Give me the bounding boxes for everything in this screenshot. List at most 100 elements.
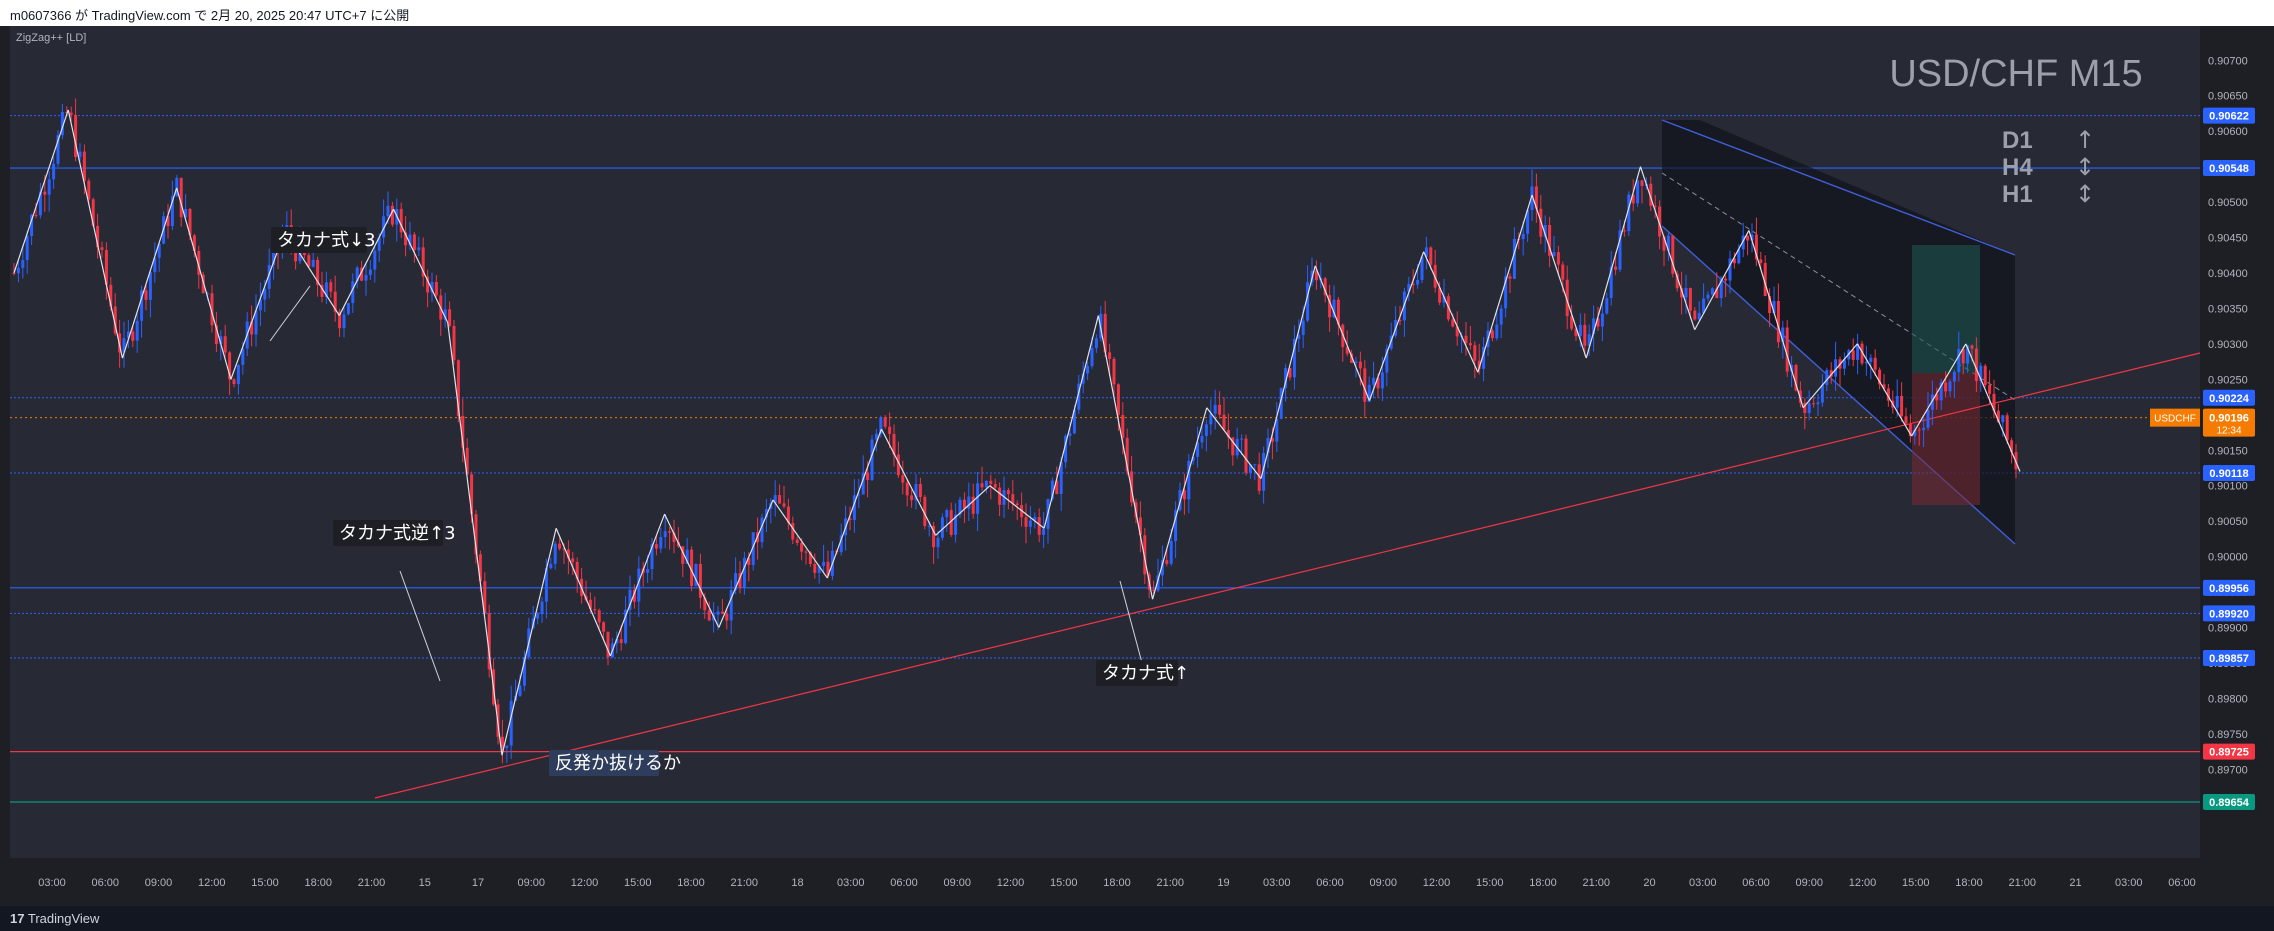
annotation-pointer bbox=[269, 285, 311, 342]
level-price-text: 0.89725 bbox=[2209, 747, 2249, 759]
level-price-text: 0.90548 bbox=[2209, 163, 2249, 175]
candle-body bbox=[734, 573, 738, 591]
candle-body bbox=[668, 531, 672, 533]
zigzag-segment bbox=[555, 528, 611, 657]
x-tick-label: 09:00 bbox=[145, 877, 173, 889]
candle-body bbox=[861, 472, 865, 495]
candle-body bbox=[1957, 349, 1961, 372]
candle-body bbox=[399, 208, 403, 233]
candle-body bbox=[1306, 282, 1310, 321]
candle-body bbox=[901, 475, 905, 483]
x-tick-label: 09:00 bbox=[943, 877, 971, 889]
candle-body bbox=[918, 483, 922, 497]
candle-body bbox=[1820, 384, 1824, 403]
candle-body bbox=[355, 267, 359, 282]
candle-body bbox=[852, 495, 856, 521]
candle-body bbox=[1587, 334, 1591, 346]
candle-body bbox=[1424, 247, 1428, 257]
candle-body bbox=[351, 281, 355, 304]
x-tick-label: 12:00 bbox=[198, 877, 226, 889]
candle-body bbox=[1442, 296, 1446, 303]
candle-body bbox=[720, 611, 724, 614]
x-tick-label: 18:00 bbox=[1103, 877, 1131, 889]
candle-body bbox=[659, 537, 663, 549]
candle-body bbox=[188, 208, 192, 236]
candle-body bbox=[342, 314, 346, 329]
candle-body bbox=[1037, 517, 1041, 535]
x-tick-label: 21:00 bbox=[2008, 877, 2036, 889]
candle-body bbox=[690, 549, 694, 586]
candle-body bbox=[857, 494, 861, 496]
candle-body bbox=[474, 514, 478, 555]
zigzag-segment bbox=[989, 485, 1045, 529]
candle-body bbox=[1416, 279, 1420, 285]
candle-body bbox=[1526, 210, 1530, 234]
candle-body bbox=[1864, 361, 1868, 364]
candle-body bbox=[126, 331, 130, 339]
candle-body bbox=[241, 348, 245, 365]
level-price-text: 0.90118 bbox=[2209, 468, 2248, 480]
candle-body bbox=[324, 282, 328, 297]
candle-body bbox=[1332, 299, 1336, 318]
level-price-tag bbox=[2203, 605, 2255, 622]
x-tick-label: 21:00 bbox=[1156, 877, 1184, 889]
zigzag-segment bbox=[1585, 166, 1642, 359]
candle-body bbox=[725, 613, 729, 621]
candle-body bbox=[1288, 368, 1292, 378]
symbol-tag bbox=[2150, 408, 2200, 427]
candle-body bbox=[434, 281, 438, 296]
candle-body bbox=[1231, 437, 1235, 456]
candle-body bbox=[272, 246, 276, 265]
timeframe-label: H1 bbox=[2002, 181, 2033, 208]
candle-body bbox=[1072, 409, 1076, 434]
candle-body bbox=[1556, 252, 1560, 265]
time-axis[interactable] bbox=[0, 858, 2274, 906]
candle-body bbox=[1116, 384, 1120, 416]
candle-body bbox=[1548, 224, 1552, 256]
candle-body bbox=[368, 269, 372, 276]
candle-body bbox=[263, 288, 267, 300]
y-tick-label: 0.90600 bbox=[2208, 126, 2248, 138]
candle-body bbox=[1196, 442, 1200, 457]
candle-body bbox=[540, 601, 544, 615]
zigzag-segment bbox=[718, 499, 774, 628]
candle-body bbox=[1086, 366, 1090, 374]
candle-body bbox=[1015, 503, 1019, 506]
candle-body bbox=[1583, 324, 1587, 346]
candle-body bbox=[157, 243, 161, 258]
trend-line[interactable] bbox=[374, 352, 2201, 799]
candle-body bbox=[404, 232, 408, 246]
candle-body bbox=[962, 499, 966, 509]
annotation-text: 反発か抜けるか bbox=[555, 753, 681, 774]
candle-body bbox=[1297, 335, 1301, 339]
x-tick-label: 12:00 bbox=[997, 877, 1025, 889]
candle-body bbox=[976, 483, 980, 514]
candle-body bbox=[681, 546, 685, 564]
zigzag-segment bbox=[1043, 315, 1099, 529]
x-tick-label: 18:00 bbox=[1955, 877, 1983, 889]
candle-body bbox=[1627, 194, 1631, 232]
candle-body bbox=[1490, 330, 1494, 339]
candle-body bbox=[452, 325, 456, 361]
candle-body bbox=[1930, 394, 1934, 410]
level-price-text: 0.89654 bbox=[2209, 797, 2250, 809]
y-tick-label: 0.90050 bbox=[2208, 516, 2248, 528]
price-chart[interactable]: 0.907000.906500.906000.905500.905000.904… bbox=[0, 26, 2274, 906]
zigzag-segment bbox=[392, 208, 449, 323]
candle-body bbox=[1961, 349, 1965, 364]
candle-body bbox=[1380, 372, 1384, 389]
candle-body bbox=[34, 215, 38, 217]
candle-body bbox=[1860, 343, 1864, 364]
candle-body bbox=[1605, 298, 1609, 314]
candle-body bbox=[100, 247, 104, 251]
candle-body bbox=[487, 613, 491, 670]
x-tick-label: 18:00 bbox=[677, 877, 705, 889]
x-tick-label: 03:00 bbox=[837, 877, 865, 889]
candle-body bbox=[1011, 494, 1015, 504]
channel-upper-line[interactable] bbox=[1661, 119, 2016, 256]
zigzag-segment bbox=[1965, 343, 2021, 472]
annotation-text: タカナ式↓3 bbox=[277, 230, 376, 251]
candle-body bbox=[1983, 365, 1987, 386]
candle-body bbox=[52, 163, 56, 180]
zigzag-segment bbox=[1802, 343, 1858, 409]
